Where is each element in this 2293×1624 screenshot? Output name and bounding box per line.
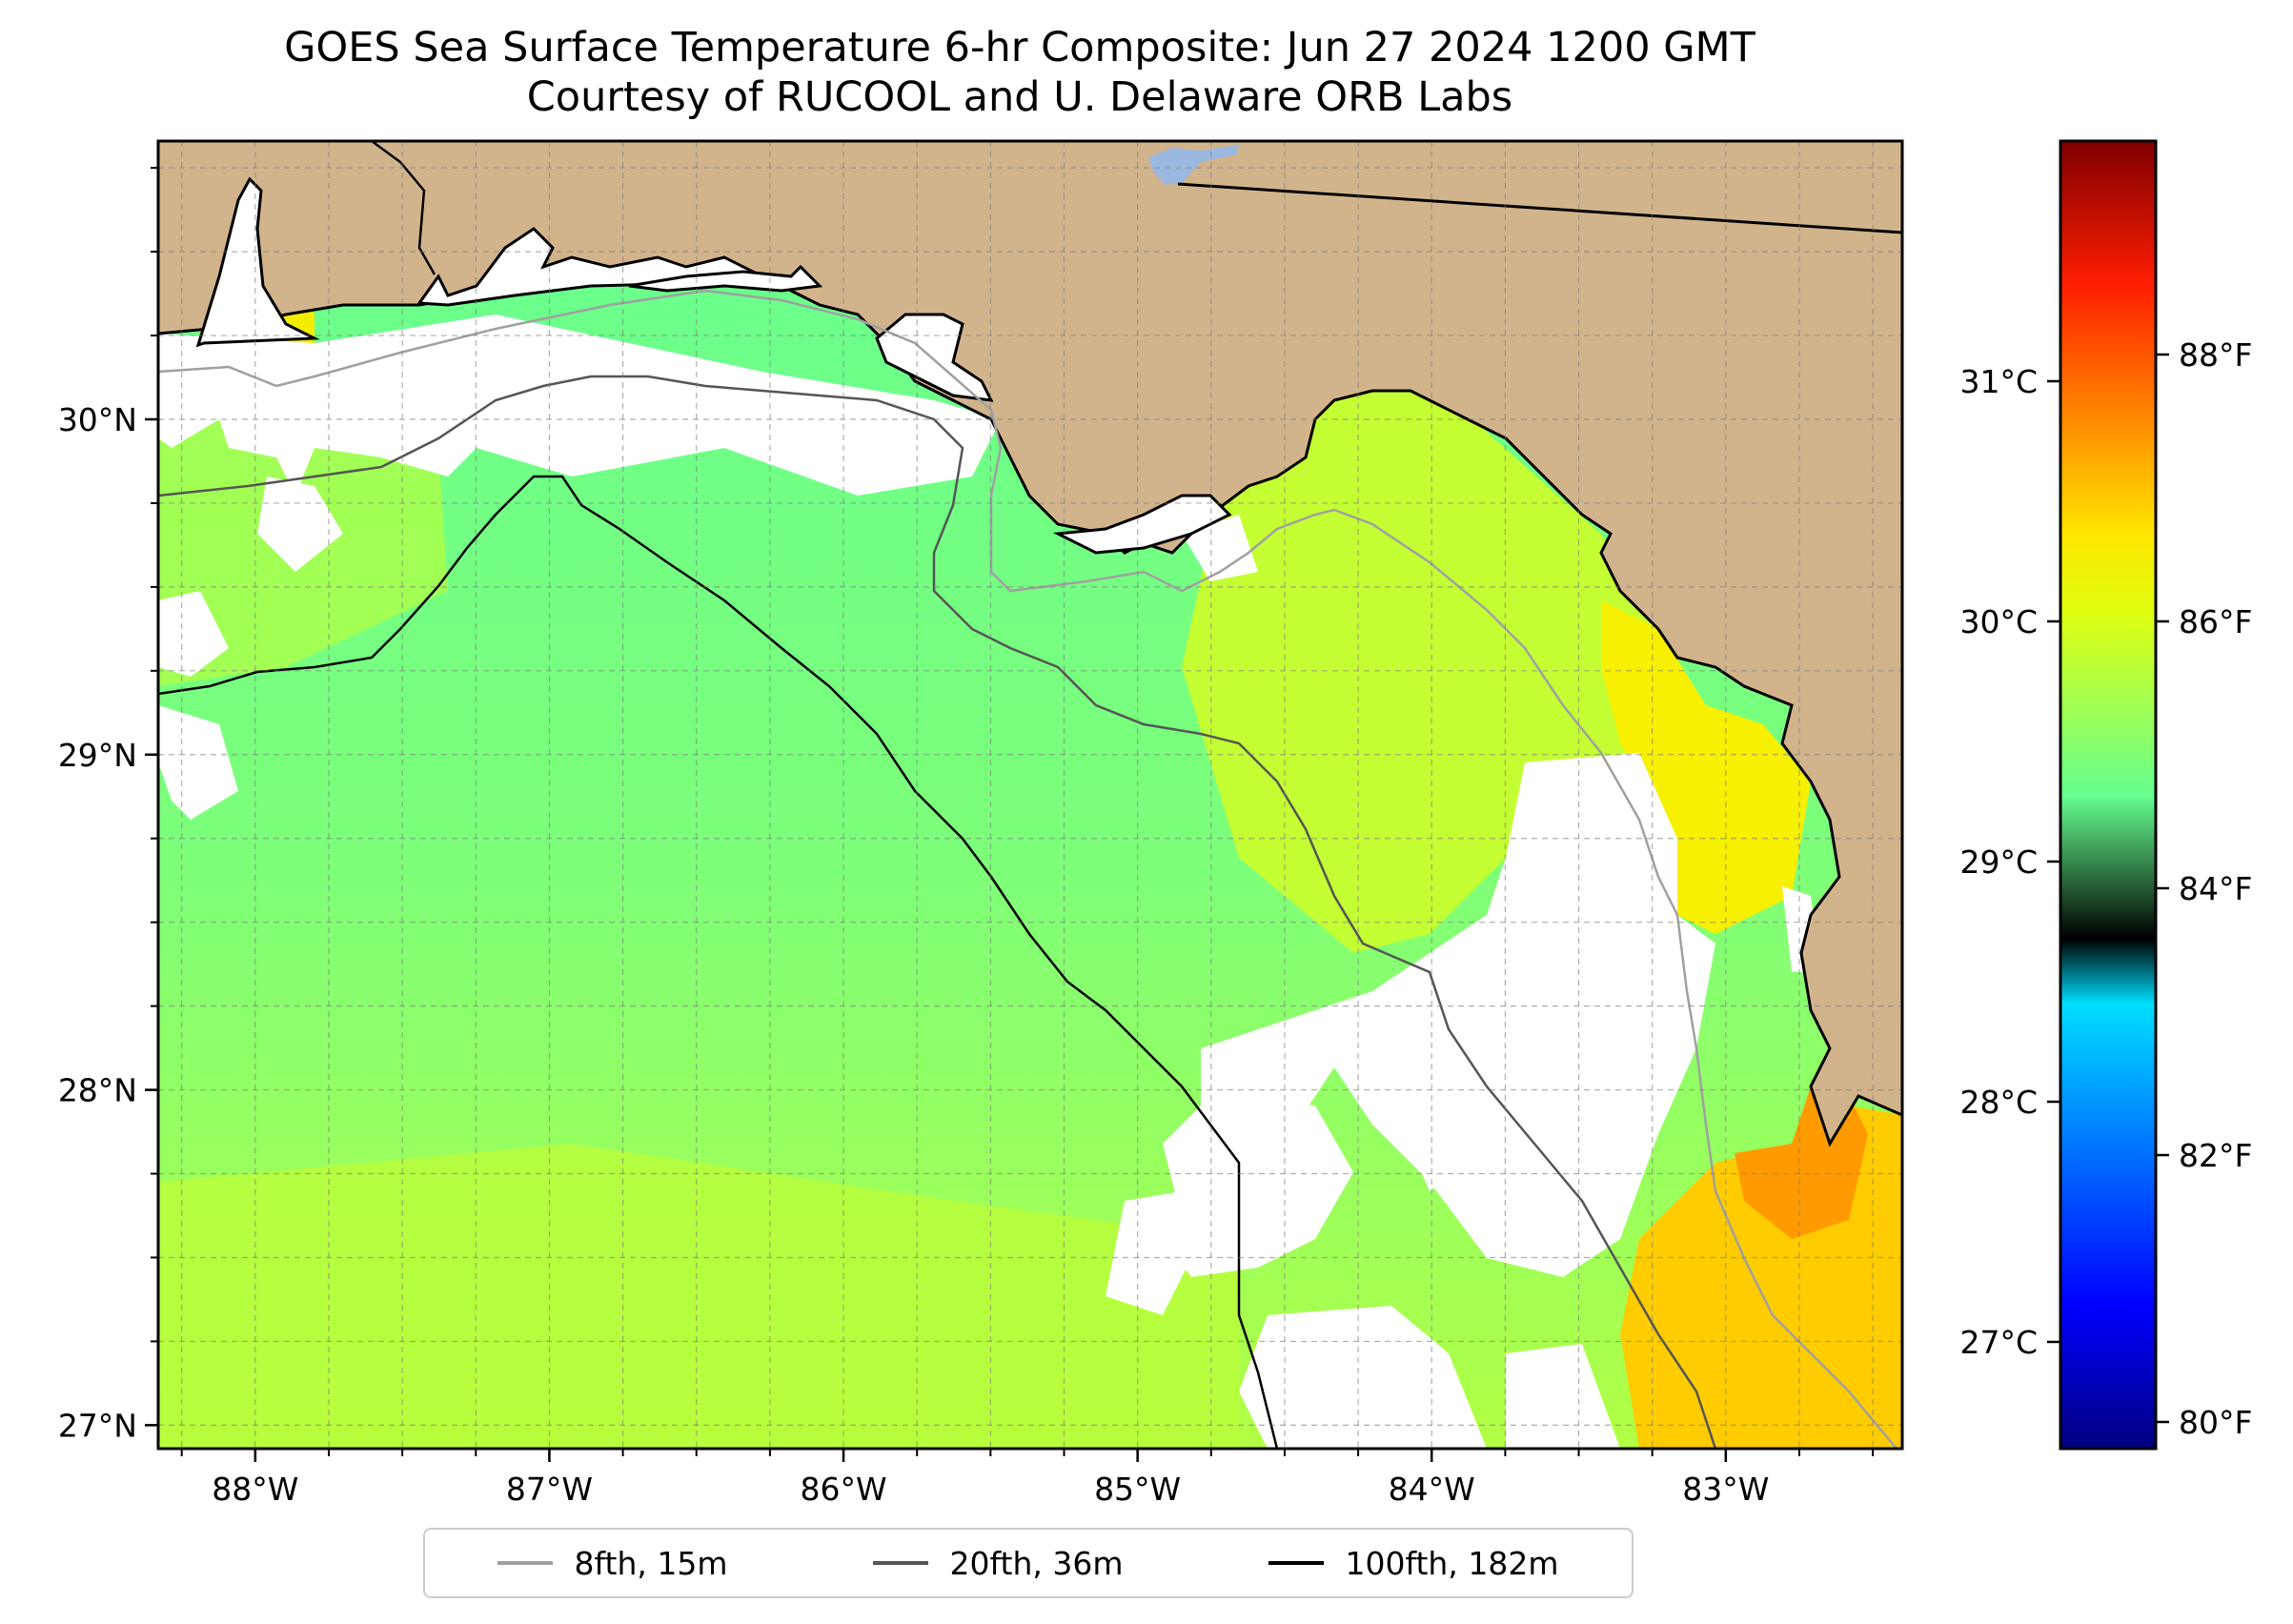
colorbar-fahrenheit-label: 86°F: [2179, 603, 2252, 640]
lon-tick-label: 88°W: [212, 1471, 298, 1508]
lon-tick-label: 86°W: [800, 1471, 886, 1508]
title-line-1: GOES Sea Surface Temperature 6-hr Compos…: [284, 24, 1755, 71]
legend-line-swatch: [497, 1561, 554, 1565]
legend-label: 8fth, 15m: [574, 1544, 728, 1582]
lat-tick-label: 27°N: [58, 1407, 137, 1444]
legend-line-swatch: [873, 1561, 929, 1565]
map-area: [158, 141, 1902, 1449]
choctawhatchee-bay: [628, 264, 823, 293]
legend-entry: 8fth, 15m: [497, 1544, 728, 1582]
sst-warm-band-south: [158, 1144, 1239, 1449]
longitude-axis: 88°W 87°W 86°W 85°W 84°W 83°W: [180, 1449, 1875, 1508]
legend-line-swatch: [1268, 1561, 1325, 1565]
colorbar-celsius-label: 30°C: [1959, 603, 2038, 640]
colorbar-celsius-label: 29°C: [1959, 843, 2038, 881]
apalachicola-bay: [1052, 494, 1232, 555]
colorbar-celsius-label: 27°C: [1959, 1324, 2038, 1361]
isobath-legend: 8fth, 15m 20fth, 36m 100fth, 182m: [423, 1528, 1634, 1598]
colorbar-celsius-label: 28°C: [1959, 1084, 2038, 1121]
colorbar-fahrenheit-axis: 88°F 86°F 84°F 82°F 80°F: [2156, 336, 2252, 1441]
land-border: [371, 141, 436, 275]
lat-tick-label: 29°N: [58, 737, 137, 774]
lat-tick-label: 28°N: [58, 1072, 137, 1109]
lon-tick-label: 84°W: [1389, 1471, 1475, 1508]
legend-label: 100fth, 182m: [1345, 1544, 1559, 1582]
mobile-bay: [195, 176, 320, 348]
lon-tick-label: 85°W: [1094, 1471, 1181, 1508]
colorbar-celsius-axis: 31°C 30°C 29°C 28°C 27°C: [1959, 363, 2060, 1361]
lat-tick-label: 30°N: [58, 401, 137, 438]
latitude-axis: 30°N 29°N 28°N 27°N: [58, 167, 158, 1444]
lon-tick-label: 87°W: [506, 1471, 593, 1508]
colorbar-fahrenheit-label: 82°F: [2179, 1137, 2252, 1174]
colorbar-fahrenheit-label: 80°F: [2179, 1404, 2252, 1441]
lon-tick-label: 83°W: [1682, 1471, 1769, 1508]
isobath-8fth: [158, 289, 1897, 1449]
legend-label: 20fth, 36m: [949, 1544, 1124, 1582]
colorbar-fahrenheit-label: 88°F: [2179, 336, 2252, 374]
colorbar-fahrenheit-label: 84°F: [2179, 870, 2252, 907]
title-line-2: Courtesy of RUCOOL and U. Delaware ORB L…: [526, 73, 1513, 121]
legend-entry: 100fth, 182m: [1268, 1545, 1558, 1582]
colorbar-celsius-label: 31°C: [1959, 363, 2038, 400]
state-boundary: [1177, 182, 1902, 234]
chart-title: GOES Sea Surface Temperature 6-hr Compos…: [0, 23, 2039, 122]
map-frame: [156, 139, 1904, 1451]
gridlines: [158, 141, 1902, 1449]
sst-yellow-big-bend: [1601, 600, 1811, 934]
lake: [1148, 145, 1239, 185]
isobath-100fth: [158, 475, 1279, 1449]
isobath-20fth: [158, 375, 1717, 1449]
legend-entry: 20fth, 36m: [873, 1545, 1123, 1582]
colorbar: [2059, 139, 2158, 1451]
pensacola-bay: [416, 227, 767, 307]
